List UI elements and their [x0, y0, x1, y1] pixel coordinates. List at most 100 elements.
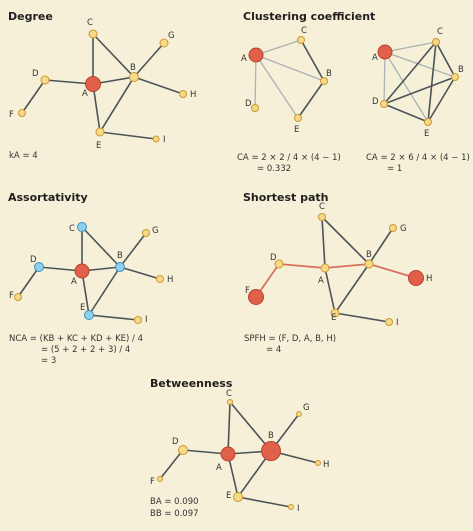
label-e: E	[424, 129, 429, 139]
node-c	[318, 213, 326, 221]
node-h	[156, 275, 164, 283]
betweenness-nodes	[157, 399, 321, 510]
node-c	[77, 222, 87, 232]
assortativity-formula: NCA = (KB + KC + KD + KE) / 4	[9, 334, 143, 344]
label-a: A	[241, 54, 247, 64]
label-c: C	[87, 18, 93, 28]
label-g: G	[152, 226, 159, 236]
label-b: B	[268, 431, 274, 441]
node-c	[432, 38, 440, 46]
clustering-panel: Clustering coefficient C A B D E CA = 2 …	[237, 10, 470, 174]
label-a: A	[318, 276, 324, 286]
node-g	[389, 224, 397, 232]
label-h: H	[167, 275, 173, 285]
label-d: D	[30, 255, 37, 265]
node-f	[248, 289, 264, 305]
node-e	[330, 308, 340, 318]
betweenness-panel: Betweenness C G D	[150, 377, 329, 519]
label-b: B	[117, 251, 123, 261]
label-e: E	[226, 491, 231, 501]
node-i	[134, 316, 142, 324]
label-a: A	[372, 53, 378, 63]
assortativity-panel: Assortativity C G D	[8, 191, 173, 366]
label-d: D	[372, 97, 379, 107]
node-i	[385, 318, 393, 326]
node-b	[261, 441, 281, 461]
clustering-right-labels: C A B D E	[372, 27, 464, 139]
clustering-right-result: = 1	[387, 164, 402, 174]
label-f: F	[9, 291, 14, 301]
shortest-path-panel: Shortest path C G D	[243, 191, 432, 355]
node-b	[115, 262, 125, 272]
node-b	[320, 77, 328, 85]
node-h	[408, 270, 424, 286]
node-g	[159, 38, 169, 48]
clustering-title: Clustering coefficient	[243, 10, 375, 23]
label-i: I	[297, 504, 300, 514]
label-h: H	[426, 274, 432, 284]
label-e: E	[294, 125, 299, 135]
degree-edges	[21, 33, 184, 140]
assortativity-title: Assortativity	[8, 191, 88, 204]
degree-panel: Degree C G D B	[8, 10, 196, 161]
label-e: E	[96, 141, 101, 151]
node-e	[424, 118, 432, 126]
betweenness-a: BA = 0.090	[150, 497, 199, 507]
label-c: C	[226, 389, 232, 399]
node-d	[34, 262, 44, 272]
label-a: A	[216, 463, 222, 473]
degree-title: Degree	[8, 10, 53, 23]
shortest-path-title: Shortest path	[243, 191, 328, 204]
node-d	[274, 259, 284, 269]
node-c	[227, 399, 233, 405]
node-a	[377, 44, 393, 60]
label-c: C	[301, 26, 307, 36]
clustering-left-nodes	[248, 36, 328, 122]
degree-labels: C G D B A H F E I	[9, 18, 196, 151]
clustering-right-edges	[383, 41, 456, 123]
label-c: C	[69, 224, 75, 234]
node-g	[296, 411, 302, 417]
betweenness-b: BB = 0.097	[150, 509, 199, 519]
node-a	[220, 446, 236, 462]
shortest-path-formula: SPFH = (F, D, A, B, H)	[244, 334, 336, 344]
node-e	[95, 127, 105, 137]
degree-formula: kA = 4	[9, 151, 38, 161]
assortativity-edges	[17, 226, 161, 321]
node-a	[320, 263, 330, 273]
node-b	[129, 72, 139, 82]
label-g: G	[168, 31, 175, 41]
shortest-path-edges	[255, 216, 417, 323]
label-i: I	[145, 315, 148, 325]
node-f	[157, 476, 163, 482]
label-a: A	[71, 277, 77, 287]
shortest-path-result: = 4	[266, 345, 281, 355]
node-e	[233, 492, 243, 502]
label-f: F	[245, 286, 250, 296]
clustering-left-result: = 0.332	[257, 164, 291, 174]
label-g: G	[400, 224, 407, 234]
label-i: I	[163, 135, 166, 145]
assortativity-labels: C G D B A H F E I	[9, 224, 173, 325]
node-d	[178, 445, 188, 455]
node-i	[288, 504, 294, 510]
node-a	[74, 263, 90, 279]
node-i	[152, 135, 160, 143]
label-e: E	[331, 313, 336, 323]
label-g: G	[303, 403, 310, 413]
label-f: F	[150, 477, 155, 487]
node-a	[85, 76, 101, 92]
label-b: B	[326, 69, 332, 79]
shortest-path-nodes	[248, 213, 424, 326]
label-h: H	[323, 460, 329, 470]
label-d: D	[245, 99, 252, 109]
node-d	[40, 75, 50, 85]
node-c	[88, 29, 98, 39]
node-b	[451, 73, 459, 81]
node-f	[18, 109, 26, 117]
label-b: B	[458, 65, 464, 75]
node-h	[315, 460, 321, 466]
node-c	[297, 36, 305, 44]
node-h	[179, 90, 187, 98]
betweenness-title: Betweenness	[150, 377, 233, 390]
